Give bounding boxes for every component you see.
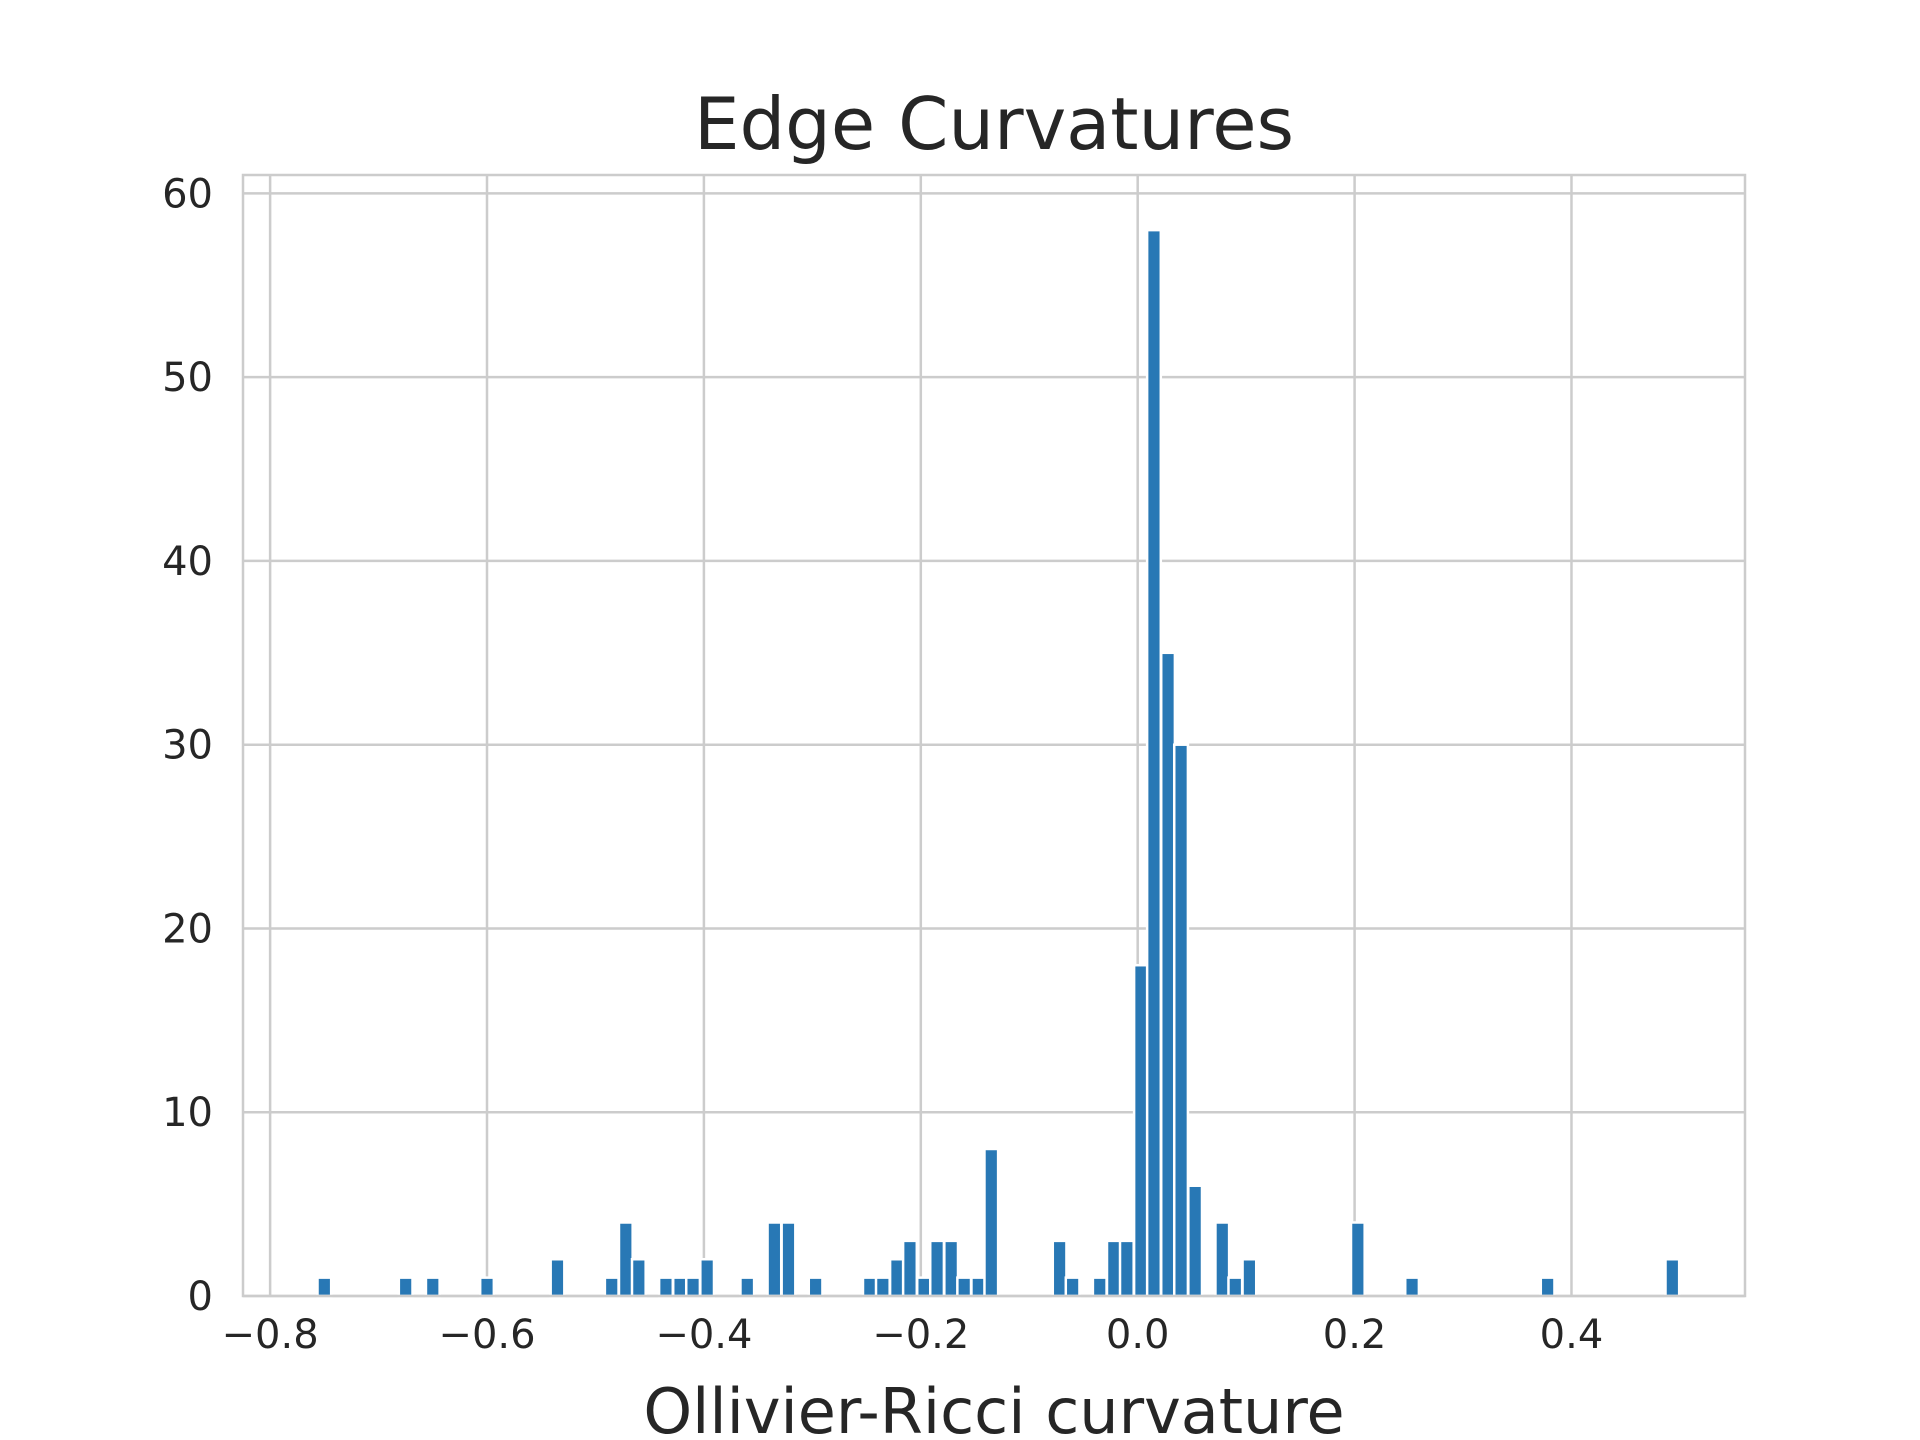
chart-title: Edge Curvatures: [694, 82, 1294, 166]
histogram-bar: [1105, 1239, 1122, 1298]
histogram-bar: [316, 1276, 333, 1298]
y-tick-label: 50: [162, 355, 213, 401]
histogram-bar: [1241, 1257, 1258, 1298]
histogram-bar: [699, 1257, 716, 1298]
x-tick-labels: −0.8 −0.6 −0.4 −0.2 0.0 0.2 0.4: [222, 1312, 1604, 1358]
histogram-bar: [1051, 1239, 1068, 1298]
histogram-bar: [983, 1147, 1000, 1298]
histogram-bar: [915, 1276, 933, 1298]
histogram-bar: [617, 1221, 634, 1298]
x-tick-label: 0.2: [1323, 1312, 1387, 1358]
y-tick-label: 20: [162, 906, 213, 952]
x-axis-label: Ollivier-Ricci curvature: [643, 1375, 1344, 1440]
histogram-bar: [901, 1239, 919, 1298]
histogram-bar: [807, 1276, 824, 1298]
histogram-bar: [970, 1276, 987, 1298]
histogram-bar: [397, 1276, 414, 1298]
x-tick-label: 0.0: [1106, 1312, 1170, 1358]
histogram-bar: [657, 1276, 675, 1298]
histogram-bar: [928, 1239, 946, 1298]
histogram-bar: [603, 1276, 620, 1298]
x-tick-label: −0.2: [872, 1312, 969, 1358]
y-tick-label: 0: [188, 1274, 213, 1320]
histogram-bar: [1091, 1276, 1108, 1298]
histogram-bar: [478, 1276, 496, 1298]
histogram-bar: [943, 1239, 960, 1298]
histogram-bar: [1132, 963, 1150, 1298]
histogram-bar: [1227, 1276, 1244, 1298]
histogram-bar: [684, 1276, 702, 1298]
grid-lines: [243, 175, 1745, 1298]
histogram-bar: [1187, 1184, 1204, 1298]
histogram-bar: [861, 1276, 878, 1298]
histogram-bar: [1214, 1221, 1231, 1298]
y-tick-label: 10: [162, 1090, 213, 1136]
y-tick-label: 40: [162, 539, 213, 585]
histogram-bar: [739, 1276, 756, 1298]
plot-background: [243, 175, 1745, 1296]
histogram-bar: [424, 1276, 441, 1298]
histogram-bar: [630, 1257, 647, 1298]
histogram-bar: [874, 1276, 891, 1298]
x-tick-label: −0.6: [438, 1312, 535, 1358]
x-tick-label: −0.4: [655, 1312, 752, 1358]
x-tick-label: −0.8: [222, 1312, 319, 1358]
histogram-bar: [1064, 1276, 1081, 1298]
histogram-bar: [766, 1221, 783, 1298]
histogram-bar: [1403, 1276, 1421, 1298]
y-tick-labels: 0 10 20 30 40 50 60: [162, 171, 213, 1320]
histogram-bar: [1539, 1276, 1556, 1298]
histogram-bar: [956, 1276, 973, 1298]
histogram-bar: [1172, 743, 1190, 1298]
histogram-bar: [1159, 651, 1177, 1298]
y-tick-label: 60: [162, 171, 213, 217]
histogram-bar: [1664, 1257, 1681, 1298]
y-tick-label: 30: [162, 723, 213, 769]
plot-frame: [241, 173, 1747, 1298]
histogram-bar: [671, 1276, 689, 1298]
histogram-bar: [1145, 228, 1163, 1298]
x-tick-label: 0.4: [1540, 1312, 1604, 1358]
histogram-bar: [780, 1221, 797, 1298]
histogram-bar: [1118, 1239, 1135, 1298]
histogram-bar: [1349, 1221, 1366, 1298]
histogram-bar: [888, 1257, 906, 1298]
histogram-bar: [549, 1257, 566, 1298]
